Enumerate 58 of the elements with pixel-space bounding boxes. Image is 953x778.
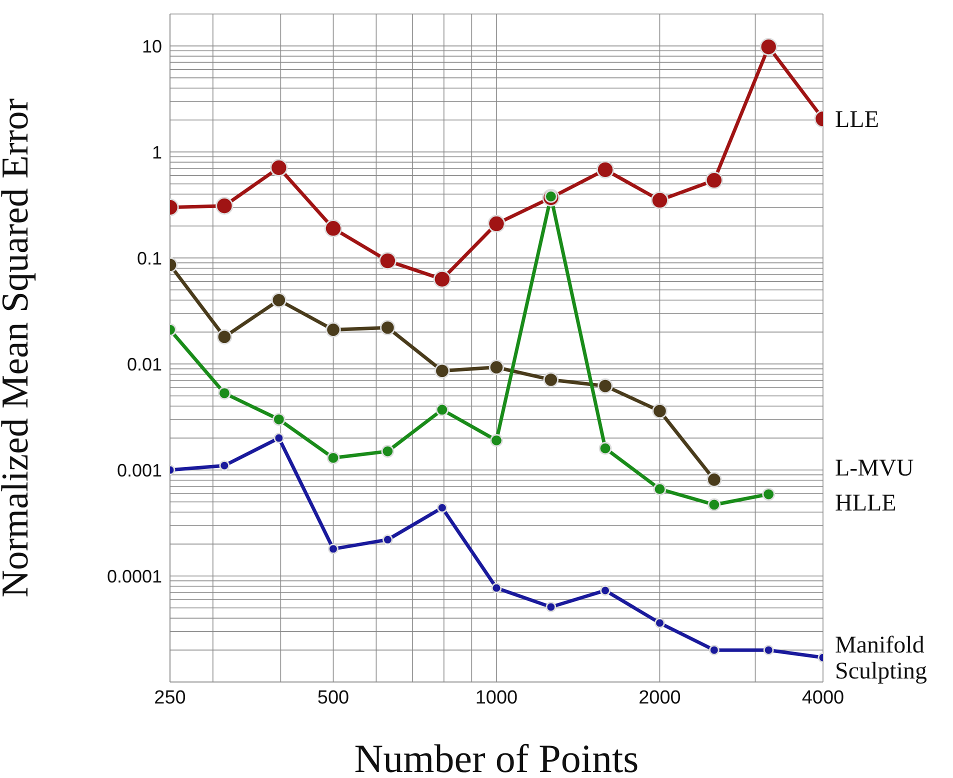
x-tick-label: 500 [317,687,350,708]
point [543,372,559,388]
point [324,220,342,238]
point [328,544,338,554]
point [272,412,286,426]
point [652,403,668,419]
point [491,582,502,594]
x-axis-title: Number of Points [354,736,639,778]
point [274,432,284,444]
x-tick-label: 2000 [638,687,681,708]
point [760,38,778,56]
point [434,363,450,379]
y-axis-title: Normalized Mean Squared Error [0,98,36,598]
point [216,197,234,215]
point [653,482,666,496]
point [436,403,449,416]
text: L-MVU [835,456,914,482]
point [708,644,720,656]
point [380,320,396,336]
point [326,322,341,338]
point [488,360,504,375]
y-tick-label: 0.001 [116,460,162,480]
point [381,444,394,458]
point [326,451,340,464]
y-tick-label: 10 [142,36,162,56]
point [596,160,614,179]
y-tick-label: 1 [152,142,162,162]
point [706,472,722,488]
point [598,378,613,394]
point [270,158,288,177]
point [219,460,230,471]
y-tick-label: 0.01 [126,354,162,374]
point [654,618,665,628]
point [382,534,393,545]
point [271,292,287,308]
point [650,191,669,210]
point [762,488,776,501]
x-tick-label: 1000 [475,687,518,708]
point [546,602,556,612]
point [378,252,397,270]
point [488,214,506,233]
point [433,270,452,288]
point [763,644,774,656]
point [218,386,231,400]
series-label: LLE [835,106,879,133]
point [436,502,448,514]
point [705,171,724,190]
x-tick-label: 250 [154,687,186,708]
point [708,498,721,512]
y-tick-label: 0.1 [136,248,162,268]
y-tick-label: 0.0001 [106,566,162,586]
text: HLLE [835,490,896,516]
point [598,442,612,455]
x-tick-label: 4000 [802,687,844,708]
point [216,329,232,345]
point [490,434,503,447]
series-label: Manifold Sculpting [835,632,928,685]
point [600,585,611,596]
